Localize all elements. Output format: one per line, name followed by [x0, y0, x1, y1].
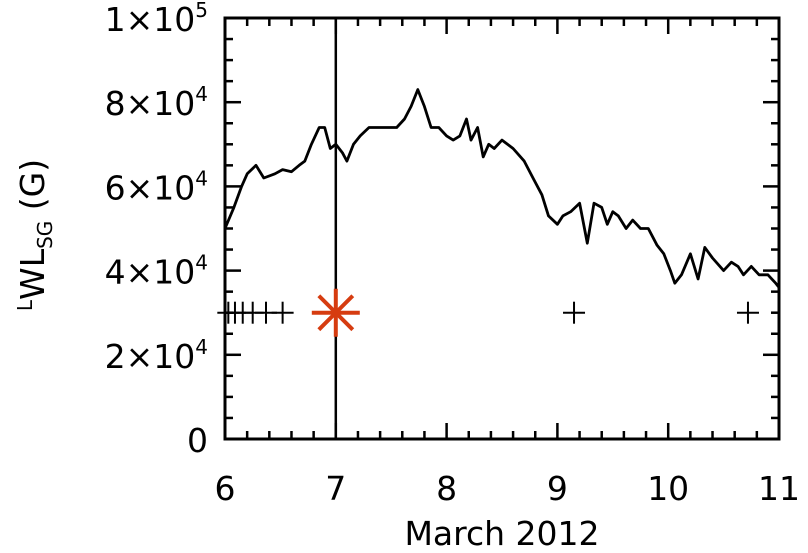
x-tick-label: 11 [758, 469, 800, 508]
asterisk-marker-stroke [317, 294, 355, 332]
y-tick-label: 0 [187, 421, 208, 460]
y-tick-label: 6×104 [105, 166, 208, 207]
axes [223, 16, 781, 441]
plus-marker [736, 301, 759, 324]
x-tick-label: 10 [647, 469, 689, 508]
y-tick-label: 1×105 [105, 0, 208, 39]
asterisk-marker [311, 288, 360, 337]
x-tick-label: 7 [325, 469, 346, 508]
x-tick-label: 6 [215, 469, 236, 508]
plot-data [217, 18, 781, 439]
x-tick-label: 9 [547, 469, 568, 508]
plot-frame [223, 16, 781, 441]
y-tick-label: 2×104 [105, 335, 208, 376]
plus-marker [271, 301, 294, 324]
tick-labels: 6 7 8 9 10 11 0 2×104 4×104 6×104 8×104 1×105 March … [13, 0, 800, 553]
y-tick-label: 8×104 [105, 82, 208, 123]
y-tick-label: 4×104 [105, 251, 208, 292]
x-axis-label: March 2012 [404, 514, 599, 553]
x-tick-label: 8 [436, 469, 457, 508]
series-line [223, 88, 781, 289]
plus-marker [563, 301, 586, 324]
y-axis-label: LWLSG (G) [13, 159, 57, 311]
